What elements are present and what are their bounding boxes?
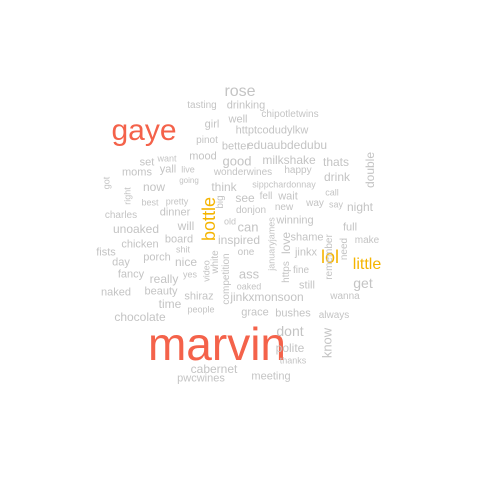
- word-porch: porch: [143, 251, 171, 264]
- word-will: will: [177, 219, 195, 233]
- word-oaked: oaked: [236, 281, 262, 292]
- word-really: really: [149, 272, 179, 286]
- word-new: new: [274, 202, 294, 213]
- word-double: double: [363, 151, 377, 189]
- word-want: want: [157, 153, 177, 164]
- word-night: night: [346, 200, 374, 214]
- word-know: know: [319, 327, 335, 359]
- word-donjon: donjon: [235, 205, 267, 216]
- word-can: can: [237, 219, 259, 235]
- word-white: white: [210, 250, 221, 274]
- word-winning: winning: [276, 214, 314, 227]
- word-chocolate: chocolate: [114, 310, 166, 324]
- word-milkshake: milkshake: [262, 153, 316, 167]
- word-say: say: [328, 199, 344, 210]
- word-wait: wait: [278, 190, 298, 203]
- word-dont: dont: [276, 323, 304, 339]
- word-marvin: marvin: [147, 318, 287, 370]
- word-chipotletwins: chipotletwins: [261, 109, 319, 120]
- word-charles: charles: [104, 210, 138, 221]
- word-bushes: bushes: [275, 307, 311, 320]
- word-got: got: [101, 176, 112, 190]
- word-jinkx: jinkx: [294, 246, 318, 259]
- word-pretty: pretty: [165, 196, 189, 207]
- word-https: https: [281, 261, 292, 283]
- word-need: need: [339, 237, 350, 261]
- word-big: big: [215, 195, 226, 209]
- word-best: best: [141, 197, 159, 208]
- word-drink: drink: [323, 170, 351, 184]
- word-still: still: [299, 279, 315, 292]
- word-way: way: [306, 198, 324, 209]
- word-make: make: [354, 235, 380, 246]
- word-beauty: beauty: [144, 285, 178, 298]
- word-grace: grace: [241, 306, 269, 319]
- word-jinkxmonsoon: jinkxmonsoon: [230, 290, 304, 304]
- word-dinner: dinner: [159, 206, 191, 219]
- word-shiraz: shiraz: [184, 290, 214, 303]
- word-thanks: thanks: [279, 355, 307, 366]
- word-moms: moms: [122, 166, 152, 179]
- word-sippchardonnay: sippchardonnay: [252, 179, 316, 190]
- word-now: now: [142, 180, 166, 194]
- word-nice: nice: [174, 255, 198, 269]
- word-httptcodudylkw: httptcodudylkw: [235, 124, 309, 137]
- word-inspired: inspired: [217, 233, 261, 247]
- word-ass: ass: [238, 266, 260, 282]
- word-think: think: [211, 180, 237, 194]
- word-old: old: [223, 216, 237, 227]
- word-thats: thats: [322, 155, 350, 169]
- word-yall: yall: [159, 163, 177, 176]
- word-pwcwines: pwcwines: [177, 372, 225, 385]
- word-little: little: [352, 256, 382, 273]
- word-wonderwines: wonderwines: [213, 167, 273, 178]
- word-get: get: [353, 275, 373, 291]
- word-going: going: [179, 176, 199, 185]
- word-happy: happy: [284, 165, 312, 176]
- word-set: set: [139, 156, 155, 169]
- word-yes: yes: [182, 269, 198, 280]
- word-call: call: [325, 187, 339, 198]
- word-people: people: [187, 304, 215, 315]
- word-januaryjames: januaryjames: [266, 217, 277, 271]
- word-full: full: [342, 221, 358, 234]
- word-competition: competition: [221, 253, 232, 305]
- word-gaye: gaye: [111, 114, 177, 147]
- word-polite: polite: [275, 341, 305, 355]
- word-time: time: [158, 297, 182, 311]
- word-better: better: [221, 140, 251, 153]
- word-mood: mood: [189, 150, 217, 163]
- word-tasting: tasting: [187, 100, 217, 111]
- word-day: day: [112, 256, 130, 269]
- word-lol: lol: [320, 247, 340, 267]
- word-right: right: [122, 187, 133, 205]
- word-remember: remember: [324, 234, 335, 280]
- word-meeting: meeting: [251, 370, 291, 383]
- word-wanna: wanna: [330, 291, 360, 302]
- word-rose: rose: [224, 83, 256, 100]
- word-eduaubdedubu: eduaubdedubu: [246, 138, 328, 152]
- word-fine: fine: [292, 265, 310, 276]
- word-one: one: [237, 247, 255, 258]
- word-board: board: [164, 233, 194, 246]
- word-naked: naked: [101, 286, 131, 299]
- word-good: good: [222, 153, 252, 169]
- word-always: always: [318, 310, 350, 321]
- word-pinot: pinot: [196, 135, 218, 146]
- word-fancy: fancy: [117, 268, 145, 281]
- word-fists: fists: [96, 246, 116, 259]
- word-live: live: [181, 164, 195, 175]
- word-shit: shit: [175, 244, 191, 255]
- word-chicken: chicken: [121, 238, 159, 251]
- word-shame: shame: [290, 231, 324, 244]
- word-see: see: [235, 191, 255, 205]
- word-cabernet: cabernet: [190, 362, 238, 376]
- word-fell: fell: [259, 191, 273, 202]
- word-girl: girl: [204, 118, 220, 131]
- word-drinking: drinking: [226, 99, 266, 112]
- word-well: well: [228, 113, 248, 126]
- word-video: video: [201, 260, 212, 282]
- word-unoaked: unoaked: [112, 222, 160, 236]
